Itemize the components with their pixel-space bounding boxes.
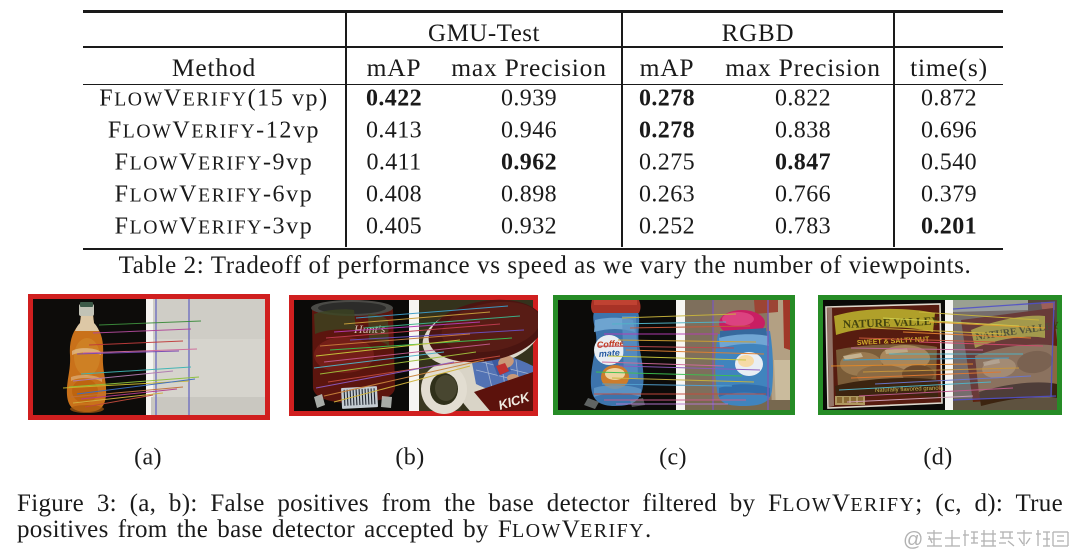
svg-text:Hunt's: Hunt's bbox=[353, 322, 386, 336]
svg-text:mate: mate bbox=[598, 348, 620, 359]
svg-text:Naturally flavored granola: Naturally flavored granola bbox=[875, 386, 944, 394]
svg-text:SWEET & SALTY NUT: SWEET & SALTY NUT bbox=[857, 336, 930, 347]
svg-text:@: @ bbox=[903, 529, 923, 551]
svg-text:Coffee: Coffee bbox=[596, 338, 624, 350]
